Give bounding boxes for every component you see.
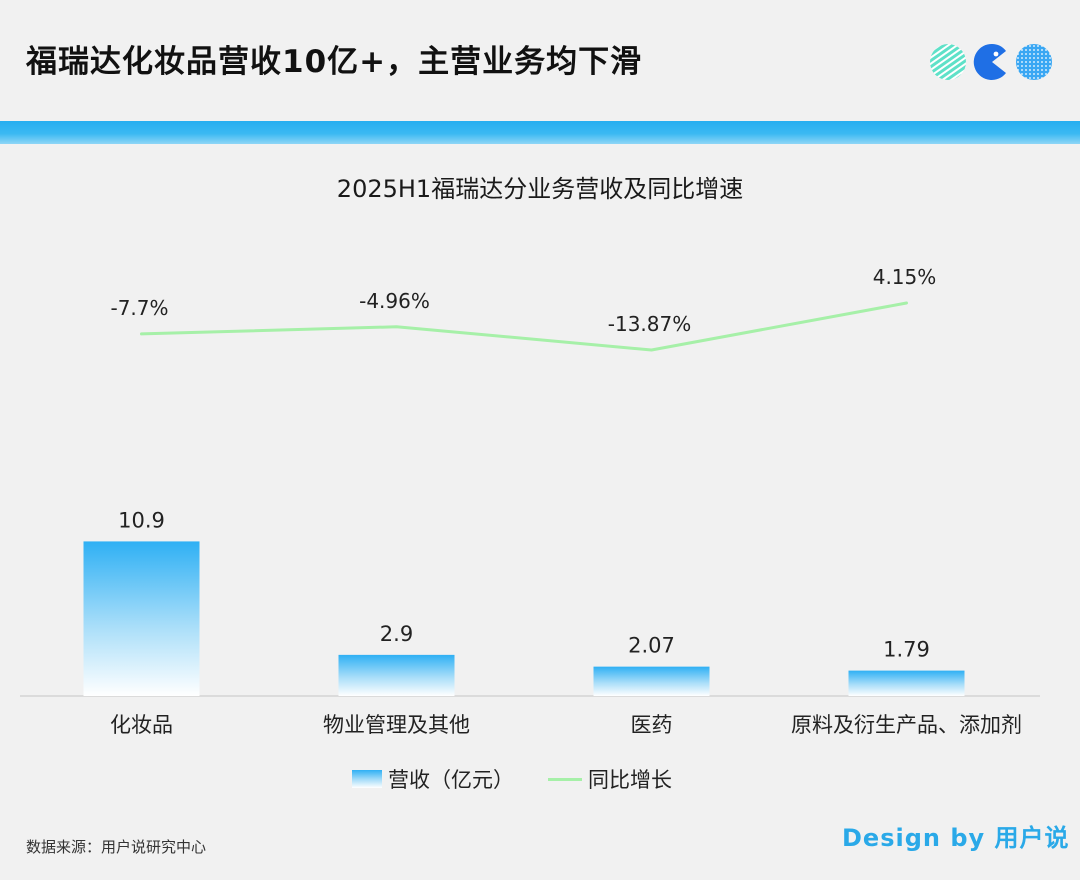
legend-item-revenue: 营收（亿元） bbox=[352, 764, 514, 794]
data-source: 数据来源：用户说研究中心 bbox=[26, 838, 207, 856]
growth-value-label: -7.7% bbox=[110, 296, 168, 320]
bar-value-label: 2.9 bbox=[380, 622, 413, 646]
legend-label-revenue: 营收（亿元） bbox=[388, 768, 514, 792]
x-tick-label: 化妆品 bbox=[110, 713, 173, 737]
growth-point-2 bbox=[650, 348, 653, 352]
growth-line-layer bbox=[140, 301, 908, 352]
growth-point-3 bbox=[905, 301, 908, 305]
header-divider-band bbox=[0, 121, 1080, 144]
x-tick-label: 医药 bbox=[631, 713, 673, 737]
x-tick-label: 物业管理及其他 bbox=[323, 713, 470, 737]
bar-value-label: 1.79 bbox=[883, 638, 930, 662]
growth-value-label: -4.96% bbox=[359, 289, 430, 313]
bar-1 bbox=[338, 654, 455, 696]
growth-value-label: 4.15% bbox=[873, 265, 937, 289]
bars-layer bbox=[83, 541, 965, 696]
page-title: 福瑞达化妆品营收10亿+，主营业务均下滑 bbox=[26, 44, 643, 80]
bar-value-label: 2.07 bbox=[628, 634, 675, 658]
x-tick-label: 原料及衍生产品、添加剂 bbox=[791, 713, 1022, 737]
chart-title: 2025H1福瑞达分业务营收及同比增速 bbox=[337, 175, 743, 203]
bar-value-label: 10.9 bbox=[118, 508, 165, 532]
growth-line bbox=[140, 301, 908, 352]
bar-3 bbox=[848, 670, 965, 696]
three-circle-logo-icon bbox=[930, 43, 1052, 80]
growth-value-label: -13.87% bbox=[608, 312, 691, 336]
legend-line-swatch bbox=[548, 777, 582, 781]
growth-point-1 bbox=[395, 325, 398, 328]
growth-point-0 bbox=[140, 332, 143, 336]
legend-label-growth: 同比增长 bbox=[588, 768, 672, 792]
design-credit: Design by 用户说 bbox=[842, 824, 1070, 852]
legend-item-growth: 同比增长 bbox=[548, 764, 672, 794]
legend-bar-swatch bbox=[352, 770, 382, 788]
bar-2 bbox=[593, 666, 710, 696]
labels-layer: 10.9 化妆品 -7.7% 2.9 物业管理及其他 -4.96% 2.07 医药 -13.87… bbox=[110, 265, 1022, 737]
bar-0 bbox=[83, 541, 200, 696]
